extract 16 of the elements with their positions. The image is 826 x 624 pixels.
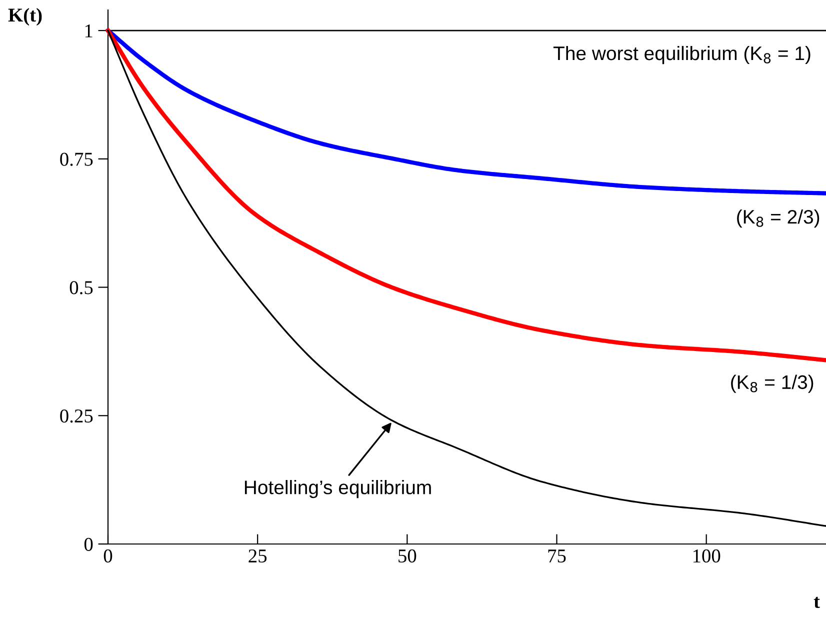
x-tick-label: 50: [398, 549, 416, 563]
annotation: (K$_{8}$ = 1/3): [731, 374, 814, 393]
x-tick-label: 100: [693, 549, 720, 563]
y-tick-label: 0.5: [70, 281, 93, 294]
ref-line-label: The worst equilibrium (K$_{8}$ = 1): [553, 46, 810, 64]
y-tick-label: 0: [84, 538, 93, 551]
x-tick-label: 25: [248, 549, 267, 563]
x-tick-label: 0: [104, 549, 112, 563]
x-tick-label: 75: [548, 550, 566, 563]
y-tick-label: 0.25: [60, 409, 93, 423]
y-axis-title: K(t): [8, 8, 42, 26]
y-tick-label: 1: [85, 24, 92, 38]
annotation: Hotelling’s equilibrium: [244, 480, 431, 498]
y-tick-label: 0.75: [60, 152, 93, 166]
annotation: (K$_{8}$ = 2/3): [737, 209, 820, 228]
x-axis-title: t: [814, 596, 820, 608]
